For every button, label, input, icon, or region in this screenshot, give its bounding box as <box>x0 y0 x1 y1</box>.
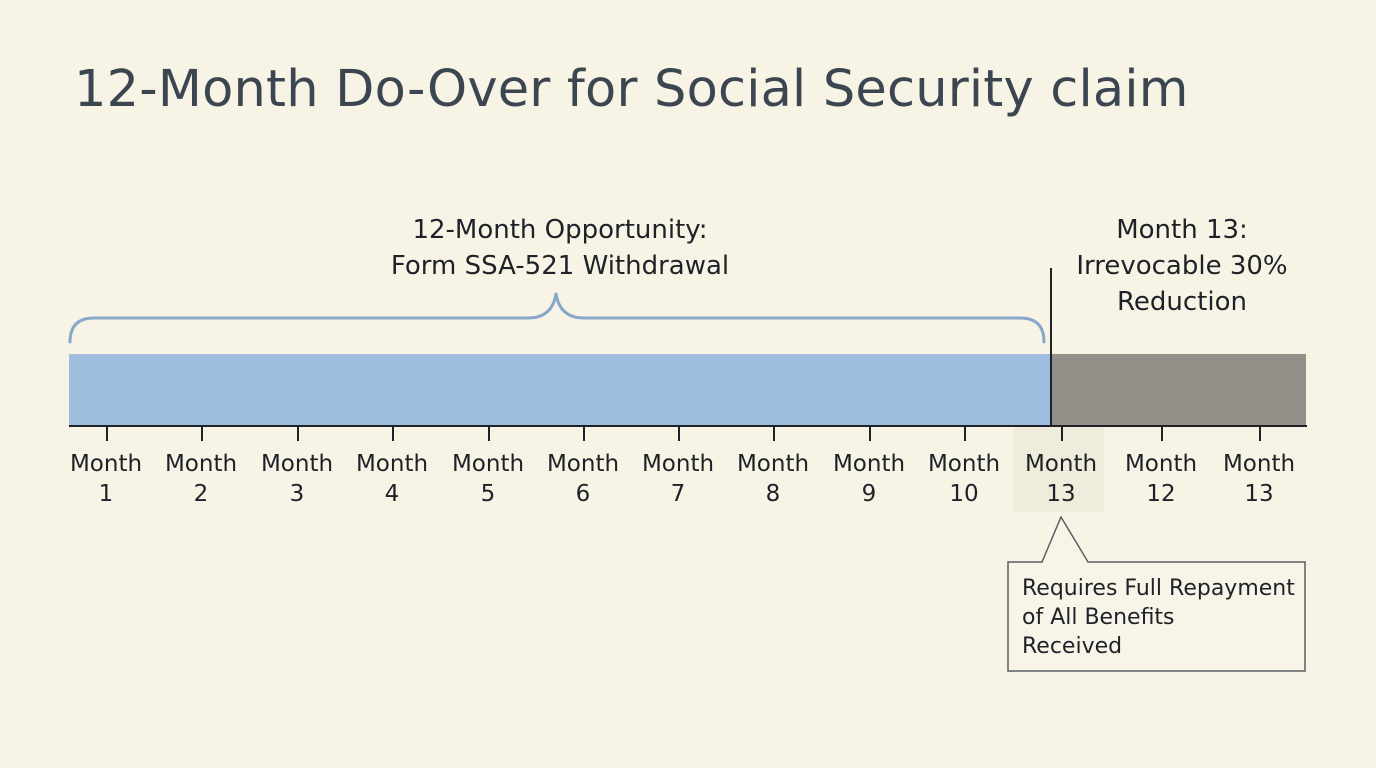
tick-label: Month 13 <box>1016 449 1106 509</box>
opportunity-label: 12-Month Opportunity: Form SSA-521 Withd… <box>360 212 760 284</box>
reduction-label-line1: Month 13: <box>1116 215 1248 245</box>
tick-label-number: 9 <box>861 481 877 507</box>
tick-label: Month 8 <box>728 449 818 509</box>
callout-line1: Requires Full Repayment <box>1022 576 1295 601</box>
tick-label: Month 1 <box>61 449 151 509</box>
tick-label: Month 13 <box>1214 449 1304 509</box>
callout-text: Requires Full Repayment of All Benefits … <box>1022 574 1302 661</box>
tick-label-number: 6 <box>575 481 591 507</box>
tick-marks <box>106 426 1261 441</box>
tick-label: Month 3 <box>252 449 342 509</box>
tick-label-word: Month <box>164 451 238 477</box>
opportunity-bar <box>69 354 1051 425</box>
tick-label-number: 5 <box>480 481 496 507</box>
tick-label: Month 4 <box>347 449 437 509</box>
tick-label: Month 12 <box>1116 449 1206 509</box>
callout-box <box>1007 515 1306 672</box>
tick-label-number: 1 <box>98 481 114 507</box>
tick-label-number: 12 <box>1146 481 1176 507</box>
reduction-label-line2: Irrevocable 30% <box>1076 251 1288 281</box>
page-title: 12-Month Do-Over for Social Security cla… <box>74 60 1189 119</box>
tick-label-number: 13 <box>1244 481 1274 507</box>
tick-label-number: 2 <box>193 481 209 507</box>
callout-line3: Received <box>1022 634 1123 659</box>
tick-label-word: Month <box>927 451 1001 477</box>
opportunity-label-line1: 12-Month Opportunity: <box>412 215 708 245</box>
tick-label-number: 3 <box>289 481 305 507</box>
tick-label: Month 9 <box>824 449 914 509</box>
tick-label-word: Month <box>355 451 429 477</box>
reduction-label-line3: Reduction <box>1117 287 1247 317</box>
tick-label-number: 4 <box>384 481 400 507</box>
tick-label-word: Month <box>736 451 810 477</box>
tick-label-word: Month <box>451 451 525 477</box>
tick-label-number: 7 <box>670 481 686 507</box>
tick-label-word: Month <box>69 451 143 477</box>
tick-label-word: Month <box>1124 451 1198 477</box>
opportunity-label-line2: Form SSA-521 Withdrawal <box>390 251 730 281</box>
reduction-bar <box>1051 354 1306 425</box>
tick-label-number: 13 <box>1046 481 1076 507</box>
tick-label: Month 7 <box>633 449 723 509</box>
tick-label: Month 5 <box>443 449 533 509</box>
tick-label: Month 10 <box>919 449 1009 509</box>
tick-label: Month 6 <box>538 449 628 509</box>
callout-line2: of All Benefits <box>1022 605 1175 630</box>
reduction-label: Month 13: Irrevocable 30% Reduction <box>1062 212 1302 320</box>
tick-label-word: Month <box>641 451 715 477</box>
tick-label-number: 8 <box>765 481 781 507</box>
highlight-month-13 <box>1014 426 1104 512</box>
tick-label-word: Month <box>546 451 620 477</box>
tick-label-word: Month <box>1222 451 1296 477</box>
opportunity-brace <box>68 292 1046 344</box>
tick-label-word: Month <box>260 451 334 477</box>
tick-label-word: Month <box>1024 451 1098 477</box>
tick-label-number: 10 <box>949 481 979 507</box>
tick-label: Month 2 <box>156 449 246 509</box>
tick-label-word: Month <box>832 451 906 477</box>
